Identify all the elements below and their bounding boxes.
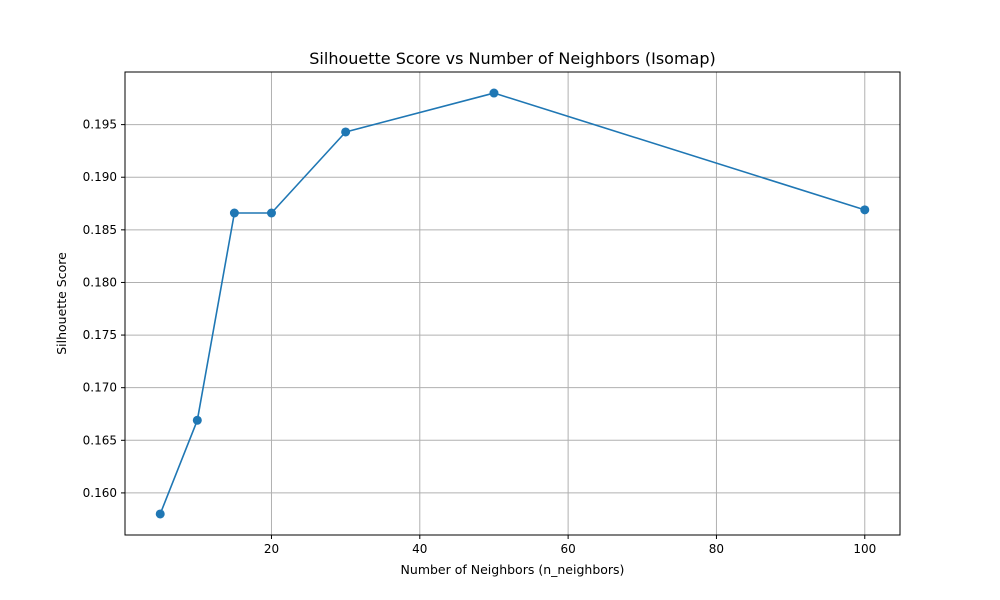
y-tick-label: 0.165 bbox=[83, 433, 117, 447]
x-tick-label: 40 bbox=[412, 542, 427, 556]
data-point bbox=[489, 88, 499, 98]
y-axis-label: Silhouette Score bbox=[54, 252, 69, 355]
y-tick-label: 0.170 bbox=[83, 381, 117, 395]
x-axis-label: Number of Neighbors (n_neighbors) bbox=[401, 562, 625, 577]
data-point bbox=[266, 208, 276, 218]
grid-lines bbox=[125, 72, 900, 535]
y-tick-label: 0.185 bbox=[83, 223, 117, 237]
y-tick-label: 0.180 bbox=[83, 275, 117, 289]
y-tick-label: 0.190 bbox=[83, 170, 117, 184]
x-tick-label: 80 bbox=[709, 542, 724, 556]
data-point bbox=[192, 415, 202, 425]
axis-ticks: 20 40 60 80 100 0.160 0.165 0.170 0.175 0.180 0.18… bbox=[83, 118, 877, 556]
data-series bbox=[155, 88, 870, 519]
y-tick-label: 0.195 bbox=[83, 118, 117, 132]
x-tick-label: 60 bbox=[560, 542, 575, 556]
data-point bbox=[341, 127, 351, 137]
y-tick-label: 0.175 bbox=[83, 328, 117, 342]
plot-frame bbox=[124, 71, 901, 536]
x-tick-label: 100 bbox=[853, 542, 876, 556]
chart-title: Silhouette Score vs Number of Neighbors … bbox=[309, 49, 715, 68]
plot-background bbox=[125, 72, 900, 535]
data-point bbox=[155, 509, 165, 519]
data-point bbox=[229, 208, 239, 218]
y-tick-label: 0.160 bbox=[83, 486, 117, 500]
data-point bbox=[860, 205, 870, 215]
x-tick-label: 20 bbox=[264, 542, 279, 556]
